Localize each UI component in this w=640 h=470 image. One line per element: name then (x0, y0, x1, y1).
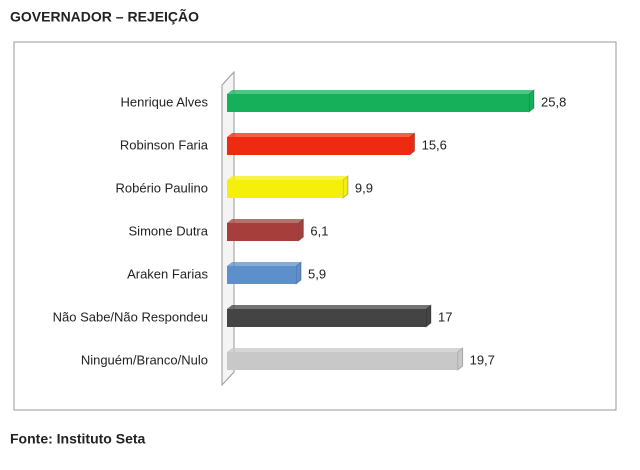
bar-top (227, 219, 304, 223)
bar-top (227, 305, 431, 309)
y-tick-label: Não Sabe/Não Respondeu (53, 309, 208, 324)
bar-top (227, 133, 415, 137)
y-tick-label: Araken Farias (127, 266, 208, 281)
chart-title: GOVERNADOR – REJEIÇÃO (10, 8, 199, 25)
bar (227, 352, 458, 370)
y-tick-label: Robinson Faria (120, 137, 209, 152)
y-tick-label: Henrique Alves (121, 94, 209, 109)
data-label: 15,6 (422, 137, 447, 152)
y-tick-label: Simone Dutra (129, 223, 209, 238)
data-label: 19,7 (470, 352, 495, 367)
data-label: 25,8 (541, 94, 566, 109)
data-label: 17 (438, 309, 452, 324)
y-tick-label: Robério Paulino (115, 180, 208, 195)
bar (227, 223, 299, 241)
bar (227, 309, 426, 327)
bar-top (227, 348, 463, 352)
bar (227, 137, 410, 155)
data-label: 5,9 (308, 266, 326, 281)
bar (227, 266, 297, 284)
y-tick-label: Ninguém/Branco/Nulo (81, 352, 208, 367)
bar-top (227, 262, 302, 266)
data-label: 6,1 (310, 223, 328, 238)
source: Fonte: Instituto Seta (10, 431, 146, 447)
bar (227, 180, 343, 198)
bar-top (227, 90, 534, 94)
chart-frame (13, 41, 617, 411)
data-label: 9,9 (355, 180, 373, 195)
bar (227, 94, 529, 112)
bar-top (227, 176, 348, 180)
